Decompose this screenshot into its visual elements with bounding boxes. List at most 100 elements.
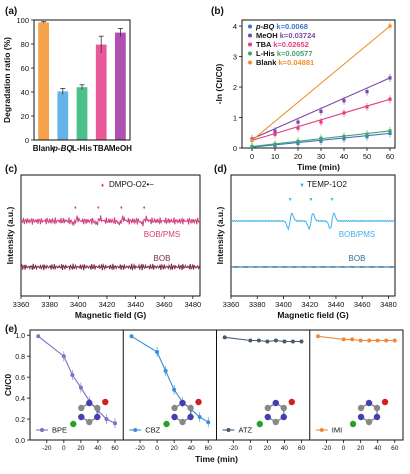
x-tick-label: 50 bbox=[363, 152, 371, 161]
x-tick-label: 3400 bbox=[275, 300, 292, 309]
data-point bbox=[70, 373, 75, 378]
data-point bbox=[104, 417, 109, 422]
legend-entry: BPE bbox=[52, 426, 67, 435]
y-tick-label: 1.0 bbox=[15, 333, 25, 340]
data-point bbox=[319, 109, 323, 114]
plot-frame bbox=[230, 174, 396, 297]
legend-series-name: TBA bbox=[256, 40, 273, 49]
y-tick-label: 0.6 bbox=[15, 375, 25, 382]
data-point bbox=[222, 335, 227, 340]
molecule-atom bbox=[349, 420, 357, 428]
legend-entry: ATZ bbox=[239, 426, 253, 435]
peak-marker: ▼ bbox=[330, 197, 335, 203]
legend-marker: ♦ bbox=[101, 183, 104, 189]
series-label: BOB/PMS bbox=[144, 230, 180, 239]
x-tick-label: 20 bbox=[77, 445, 85, 452]
series-label: BOB/PMS bbox=[339, 230, 375, 239]
x-tick-label: 3460 bbox=[354, 300, 371, 309]
molecule-atom bbox=[264, 413, 271, 421]
x-tick-label: 40 bbox=[340, 152, 348, 161]
x-tick-label: 0 bbox=[155, 445, 159, 452]
data-point bbox=[290, 339, 295, 344]
x-tick-label: 3460 bbox=[156, 300, 173, 309]
data-point bbox=[388, 129, 392, 133]
legend-marker bbox=[226, 428, 231, 432]
category-label: MeOH bbox=[109, 144, 132, 153]
legend-rate: k=0.03724 bbox=[280, 31, 316, 40]
data-point bbox=[384, 338, 389, 343]
data-point bbox=[172, 387, 177, 392]
x-tick-label: -20 bbox=[135, 445, 145, 452]
molecule-atom bbox=[70, 420, 77, 428]
y-tick-label: 2 bbox=[233, 83, 237, 92]
data-point bbox=[319, 120, 323, 124]
data-point bbox=[197, 414, 202, 419]
x-tick-label: 20 bbox=[357, 445, 365, 452]
data-point bbox=[250, 144, 254, 149]
data-point bbox=[129, 334, 134, 339]
data-point bbox=[248, 338, 253, 343]
x-tick-label: 0 bbox=[62, 445, 66, 452]
spectrum-line bbox=[230, 212, 396, 231]
y-tick-label: 3 bbox=[233, 53, 237, 62]
x-tick-label: 3440 bbox=[127, 300, 144, 309]
legend-entry: TBA k=0.02652 bbox=[256, 40, 309, 49]
data-point bbox=[273, 132, 277, 136]
y-tick-label: 20 bbox=[21, 112, 29, 121]
y-axis-label: Degradation ratio (%) bbox=[2, 37, 12, 123]
molecule-atom bbox=[381, 398, 389, 406]
spectrum-line bbox=[20, 215, 201, 227]
y-tick-label: 0 bbox=[233, 144, 237, 153]
data-point bbox=[350, 337, 355, 342]
y-axis-label: Intensity (a.u.) bbox=[5, 207, 15, 265]
legend-entry: MeOH k=0.03724 bbox=[256, 31, 316, 40]
series-line bbox=[317, 335, 395, 342]
legend-rate: k=0.02652 bbox=[273, 40, 309, 49]
x-tick-label: 60 bbox=[298, 445, 306, 452]
panel-letter: (c) bbox=[5, 164, 17, 175]
molecule-atom bbox=[171, 404, 178, 412]
x-tick-label: 0 bbox=[249, 445, 253, 452]
data-point bbox=[392, 338, 397, 343]
x-tick-label: 40 bbox=[188, 445, 196, 452]
x-tick-label: 3360 bbox=[13, 300, 30, 309]
x-tick-label: 0 bbox=[250, 152, 254, 161]
legend-series-name: L-His bbox=[256, 49, 277, 58]
x-tick-label: 3380 bbox=[41, 300, 58, 309]
bar bbox=[57, 91, 69, 140]
y-tick-label: 60 bbox=[21, 64, 29, 73]
data-point bbox=[342, 134, 346, 139]
legend-rate: k=0.04881 bbox=[279, 58, 315, 67]
y-axis-label: Intensity (a.u.) bbox=[215, 207, 225, 265]
y-tick-label: 0.2 bbox=[15, 417, 25, 424]
data-point bbox=[265, 339, 270, 344]
series-line bbox=[224, 336, 302, 343]
data-point bbox=[299, 339, 304, 344]
series-line bbox=[37, 335, 116, 424]
x-axis-label: Time (min) bbox=[297, 162, 340, 172]
peak-marker: ▼ bbox=[309, 197, 314, 203]
y-tick-label: 0.0 bbox=[15, 438, 25, 445]
legend-marker bbox=[319, 428, 324, 432]
molecule-atom bbox=[288, 398, 295, 406]
molecule-atom bbox=[163, 420, 170, 428]
x-tick-label: 3380 bbox=[249, 300, 266, 309]
x-tick-label: 3480 bbox=[380, 300, 397, 309]
molecule-atom bbox=[373, 413, 381, 421]
y-tick-label: 1 bbox=[233, 114, 237, 123]
category-label: TBA bbox=[93, 144, 110, 153]
series-label: BOB bbox=[349, 254, 366, 263]
fit-line bbox=[251, 25, 391, 141]
molecule-atom bbox=[357, 404, 365, 412]
x-tick-label: 0 bbox=[342, 445, 346, 452]
peak-marker: ▼ bbox=[288, 197, 293, 203]
molecule-atom bbox=[187, 404, 194, 412]
molecule-atom bbox=[102, 398, 109, 406]
molecule-atom bbox=[94, 413, 101, 421]
x-tick-label: -20 bbox=[322, 445, 332, 452]
x-tick-label: 30 bbox=[317, 152, 325, 161]
legend-marker bbox=[133, 428, 138, 432]
legend-marker: ▼ bbox=[299, 183, 305, 189]
peak-marker: ♦ bbox=[97, 205, 100, 211]
y-tick-label: 40 bbox=[21, 88, 29, 97]
